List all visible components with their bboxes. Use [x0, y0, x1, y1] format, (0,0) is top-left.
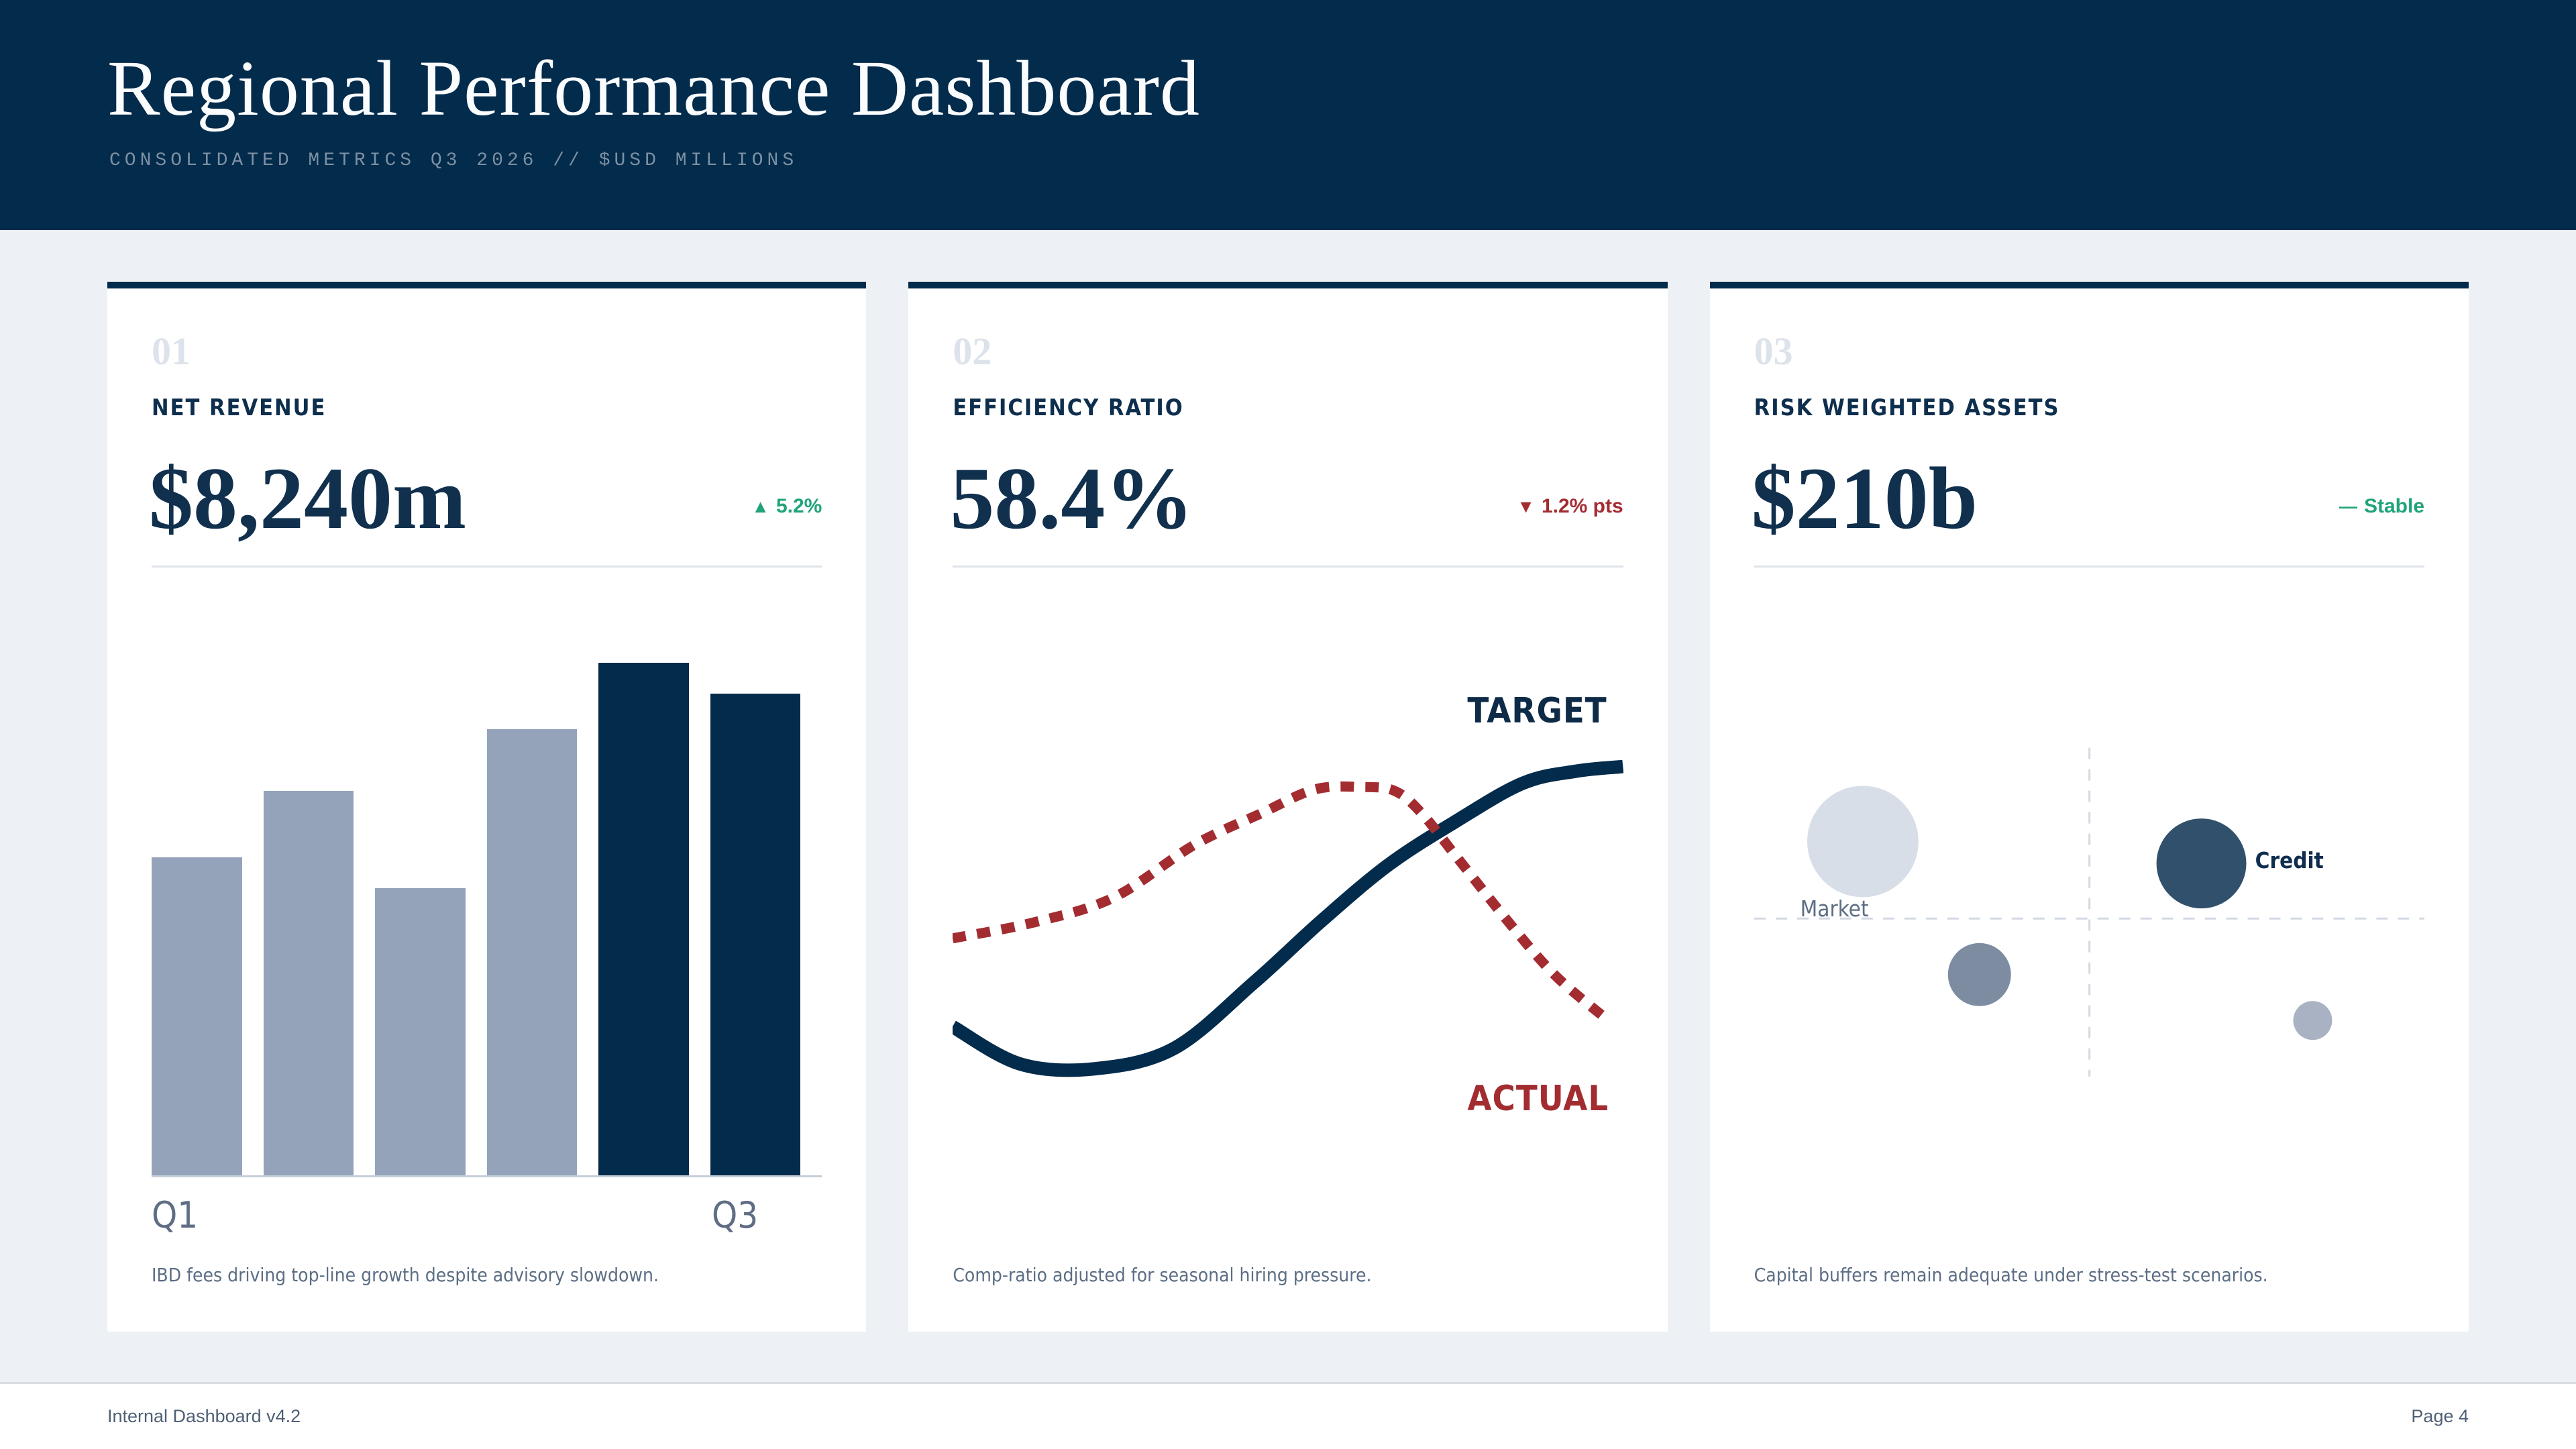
kpi-delta: — Stable: [2339, 495, 2424, 518]
kpi-value: 58.4%: [950, 449, 1194, 547]
x-tick-Q1: Q1: [152, 1194, 199, 1236]
efficiency-line-chart: [953, 641, 1623, 1177]
flat-dash-icon: —: [2339, 496, 2357, 517]
divider: [953, 566, 1623, 568]
card-risk-weighted-assets: 03 RISK WEIGHTED ASSETS $210b — Stable Ma…: [1709, 282, 2469, 1332]
footer-page-number: Page 4: [2411, 1406, 2469, 1426]
kpi-value: $8,240m: [149, 449, 466, 547]
bubble-unlabeled-2: [1947, 943, 2011, 1006]
card-footnote: Capital buffers remain adequate under st…: [1754, 1264, 2268, 1286]
bar-0: [152, 857, 242, 1175]
footer-version-text: Internal Dashboard v4.2: [107, 1406, 301, 1426]
card-footnote: IBD fees driving top-line growth despite…: [152, 1264, 659, 1286]
card-efficiency-ratio: 02 EFFICIENCY RATIO 58.4% ▼ 1.2% pts TARG…: [908, 282, 1668, 1332]
kpi-card-grid: 01 NET REVENUE $8,240m ▲ 5.2% Q1 Q3 IBD fe…: [107, 282, 2469, 1332]
bubble-unlabeled-3: [2293, 1001, 2332, 1040]
card-footnote: Comp-ratio adjusted for seasonal hiring …: [953, 1264, 1372, 1286]
revenue-bar-chart: [152, 641, 822, 1177]
x-tick-Q3: Q3: [712, 1194, 759, 1236]
bubble-credit: [2156, 818, 2247, 909]
kpi-delta-text: 5.2%: [775, 495, 822, 517]
card-net-revenue: 01 NET REVENUE $8,240m ▲ 5.2% Q1 Q3 IBD fe…: [107, 282, 867, 1332]
down-triangle-icon: ▼: [1517, 496, 1535, 517]
card-title: EFFICIENCY RATIO: [953, 394, 1184, 421]
target-series-label: TARGET: [1467, 691, 1607, 731]
kpi-delta-text: Stable: [2363, 495, 2424, 517]
divider: [1754, 566, 2424, 568]
card-title: NET REVENUE: [152, 394, 327, 421]
card-index: 03: [1754, 329, 1793, 373]
header-banner: Regional Performance Dashboard CONSOLIDA…: [0, 0, 2576, 230]
up-triangle-icon: ▲: [751, 496, 769, 517]
bar-3: [486, 729, 578, 1175]
kpi-delta-text: 1.2% pts: [1541, 495, 1623, 517]
card-title: RISK WEIGHTED ASSETS: [1754, 394, 2060, 421]
bar-chart-x-axis: Q1 Q3: [152, 1194, 822, 1248]
bar-1: [263, 791, 354, 1175]
page-title: Regional Performance Dashboard: [107, 44, 1200, 132]
risk-bubble-chart: [1754, 641, 2424, 1177]
bubble-market: [1807, 786, 1919, 898]
kpi-delta: ▼ 1.2% pts: [1517, 495, 1623, 518]
bar-chart-plot: [152, 641, 822, 1177]
actual-series-label: ACTUAL: [1467, 1079, 1609, 1119]
bar-4: [598, 663, 689, 1175]
divider: [152, 566, 822, 568]
credit-bubble-label: Credit: [2255, 847, 2324, 873]
kpi-delta: ▲ 5.2%: [751, 495, 822, 518]
page-footer: Internal Dashboard v4.2 Page 4: [0, 1382, 2576, 1449]
kpi-value: $210b: [1751, 449, 1978, 547]
series-line-target: [953, 759, 1623, 1077]
bar-2: [375, 888, 466, 1175]
market-bubble-label: Market: [1800, 896, 1869, 922]
card-index: 02: [953, 329, 992, 373]
bar-5: [710, 694, 801, 1175]
line-chart-plot: [953, 759, 1623, 1077]
bubble-chart-plot: [1754, 747, 2424, 1077]
series-line-actual: [953, 781, 1613, 1026]
card-index: 01: [152, 329, 191, 373]
page-subtitle: CONSOLIDATED METRICS Q3 2026 // $USD MIL…: [109, 150, 798, 171]
